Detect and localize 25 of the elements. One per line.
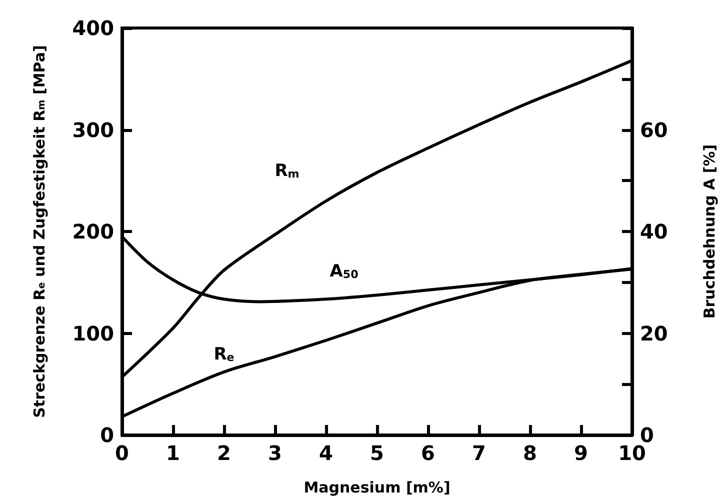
y-tick-label: 300 [72, 118, 114, 142]
x-tick-label: 2 [217, 441, 231, 465]
y-tick-label: 100 [72, 321, 114, 346]
x-tick-label: 7 [472, 441, 486, 465]
series-label: A50 [330, 262, 359, 282]
x-tick-label: 8 [523, 441, 537, 465]
series-label: Re [214, 344, 234, 364]
y-tick-label: 400 [72, 16, 114, 40]
y-axis-title: Streckgrenze Re und Zugfestigkeit Rm [MPa] [30, 45, 48, 418]
x-tick-label: 6 [421, 441, 435, 465]
x-axis-title: Magnesium [m%] [304, 478, 450, 496]
series-label: Rm [274, 161, 300, 182]
x-tick-label: 9 [574, 441, 588, 465]
y2-axis-title: Bruchdehnung A [%] [700, 144, 718, 319]
y-tick-label: 0 [100, 423, 114, 447]
y-tick-label: 200 [72, 220, 114, 244]
y2-tick-label: 60 [640, 118, 668, 142]
x-tick-label: 1 [166, 441, 180, 465]
y2-tick-label: 20 [640, 321, 668, 346]
x-tick-label: 0 [115, 441, 129, 465]
y2-tick-label: 40 [640, 220, 668, 244]
x-tick-label: 4 [319, 441, 333, 465]
x-tick-label: 3 [268, 441, 282, 465]
x-tick-label: 5 [370, 441, 384, 465]
x-tick-label: 10 [618, 441, 646, 465]
